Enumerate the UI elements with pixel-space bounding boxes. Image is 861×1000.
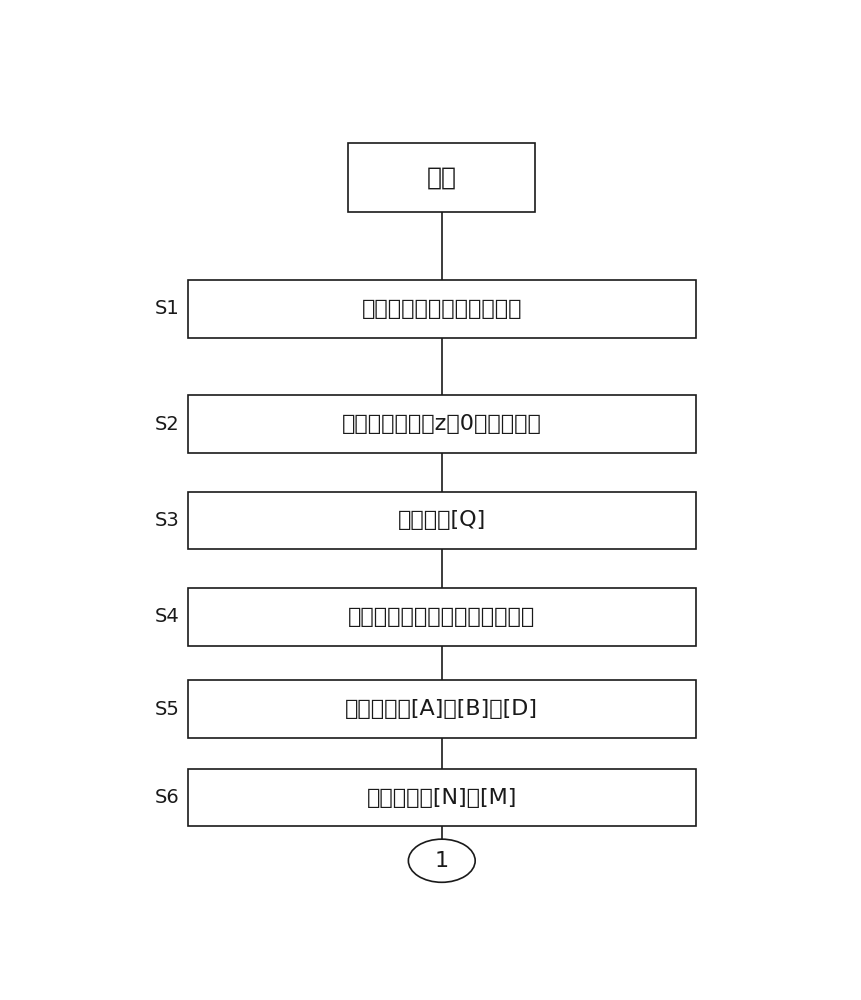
Bar [188,492,695,549]
Ellipse shape [408,839,474,882]
Text: 计算半径方向及圆周方向的应力: 计算半径方向及圆周方向的应力 [348,607,535,627]
Text: S1: S1 [155,299,180,318]
Bar [188,395,695,453]
Text: S6: S6 [155,788,180,807]
Text: 1: 1 [434,851,449,871]
Text: 将复合圆板分解成各个区域: 将复合圆板分解成各个区域 [361,299,522,319]
Text: S4: S4 [155,607,180,626]
Text: S5: S5 [155,700,180,719]
Text: S2: S2 [155,415,180,434]
Text: 计算各矩阵[N]、[M]: 计算各矩阵[N]、[M] [366,788,517,808]
Text: 计算各矩阵[A]、[B]及[D]: 计算各矩阵[A]、[B]及[D] [345,699,537,719]
Text: 计算在参考面（z＝0）上的形变: 计算在参考面（z＝0）上的形变 [342,414,541,434]
Text: 开始: 开始 [426,166,456,190]
Bar [188,280,695,338]
Text: 计算矩阵[Q]: 计算矩阵[Q] [397,510,486,530]
Bar [348,143,535,212]
Bar [188,769,695,826]
Text: S3: S3 [155,511,180,530]
Bar [188,680,695,738]
Bar [188,588,695,646]
